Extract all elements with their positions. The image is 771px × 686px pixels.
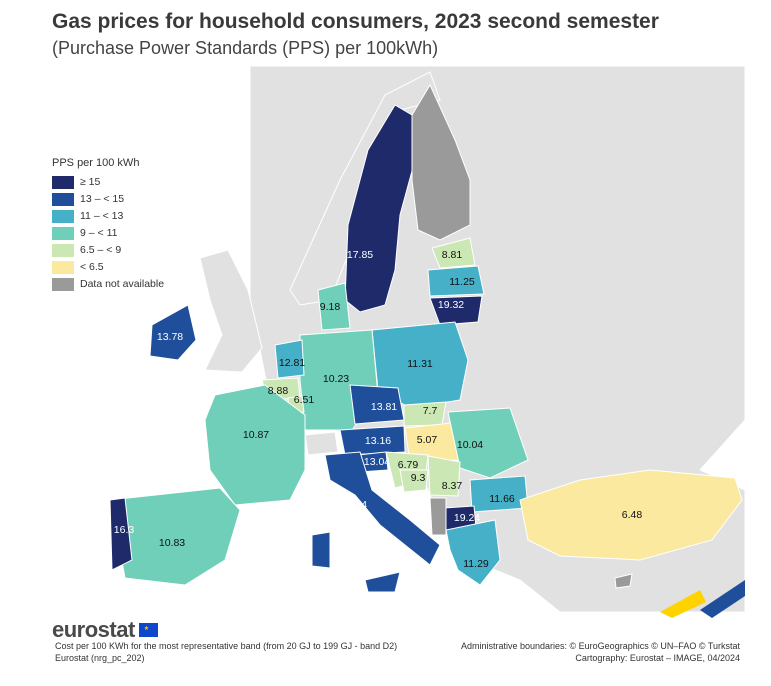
legend-swatch bbox=[52, 260, 74, 274]
map-value-label: 10.87 bbox=[243, 429, 269, 441]
map-value-label: 8.37 bbox=[442, 480, 463, 492]
page-subtitle: (Purchase Power Standards (PPS) per 100k… bbox=[52, 38, 439, 58]
legend-label: Data not available bbox=[80, 278, 165, 290]
logo-text: eurostat bbox=[52, 617, 135, 642]
map-value-label: 13.81 bbox=[371, 401, 397, 413]
map-value-label: 19.32 bbox=[438, 299, 464, 311]
legend-swatch bbox=[52, 226, 74, 240]
map-value-label: 11.25 bbox=[449, 276, 475, 288]
legend-label: ≥ 15 bbox=[80, 176, 101, 188]
map-value-label: 11.66 bbox=[489, 493, 515, 505]
region-switzerland bbox=[304, 431, 339, 456]
map-value-label: 9.18 bbox=[320, 301, 341, 313]
region-netherlands[interactable] bbox=[274, 339, 305, 379]
region-romania[interactable] bbox=[447, 407, 529, 479]
map-value-label: 6.79 bbox=[398, 459, 419, 471]
region-bosnia[interactable] bbox=[399, 469, 429, 493]
corner-mark-blue bbox=[700, 580, 745, 618]
region-portugal[interactable] bbox=[109, 497, 133, 571]
legend-swatch bbox=[52, 209, 74, 223]
region-sicily[interactable] bbox=[364, 571, 401, 593]
region-lithuania[interactable] bbox=[429, 295, 483, 326]
region-sardinia[interactable] bbox=[311, 531, 331, 569]
legend-swatch bbox=[52, 192, 74, 206]
legend-label: 11 – < 13 bbox=[80, 210, 124, 222]
region-estonia[interactable] bbox=[431, 237, 476, 269]
map-value-label: 8.81 bbox=[442, 249, 463, 261]
legend-item: Data not available bbox=[52, 276, 164, 292]
eurostat-corner-mark bbox=[660, 580, 745, 618]
legend-swatch bbox=[52, 243, 74, 257]
region-albania bbox=[429, 497, 447, 536]
footnote-boundaries: Administrative boundaries: © EuroGeograp… bbox=[460, 641, 740, 651]
legend-swatch bbox=[52, 277, 74, 291]
region-finland bbox=[411, 83, 471, 241]
region-serbia[interactable] bbox=[427, 455, 461, 497]
region-ireland[interactable] bbox=[149, 304, 197, 361]
region-turkey[interactable] bbox=[519, 469, 743, 561]
map-value-label: 8.88 bbox=[268, 385, 289, 397]
map-value-label: 10.23 bbox=[323, 373, 349, 385]
legend-swatch bbox=[52, 175, 74, 189]
legend-title: PPS per 100 kWh bbox=[52, 157, 140, 169]
legend-label: < 6.5 bbox=[80, 261, 104, 273]
legend-item: 13 – < 15 bbox=[52, 191, 164, 207]
footnote-band: Cost per 100 KWh for the most representa… bbox=[55, 641, 398, 651]
legend-item: < 6.5 bbox=[52, 259, 164, 275]
region-latvia[interactable] bbox=[427, 265, 485, 297]
page-title: Gas prices for household consumers, 2023… bbox=[52, 10, 659, 33]
map-value-label: 17.85 bbox=[347, 249, 373, 261]
legend-label: 9 – < 11 bbox=[80, 227, 118, 239]
region-greece[interactable] bbox=[445, 519, 501, 586]
map-value-label: 10.83 bbox=[159, 537, 185, 549]
legend-item: ≥ 15 bbox=[52, 174, 164, 190]
value-labels: 17.85 8.81 11.25 19.32 9.18 13.78 12.81 10.23 11… bbox=[114, 249, 643, 570]
map-value-label: 6.51 bbox=[294, 394, 315, 406]
map-value-label: 9.3 bbox=[411, 472, 426, 484]
eurostat-logo: eurostat ★ bbox=[52, 617, 158, 643]
region-denmark[interactable] bbox=[317, 282, 351, 331]
map-value-label: 10.04 bbox=[457, 439, 483, 451]
legend-label: 6.5 – < 9 bbox=[80, 244, 122, 256]
legend: PPS per 100 kWh ≥ 15 13 – < 15 11 – < 13… bbox=[52, 157, 164, 293]
map-value-label: 16.3 bbox=[114, 524, 135, 536]
region-austria[interactable] bbox=[339, 425, 406, 456]
map-value-label: 5.07 bbox=[417, 434, 438, 446]
map-value-label: 13.16 bbox=[365, 435, 391, 447]
footnote-source: Eurostat (nrg_pc_202) bbox=[55, 653, 145, 663]
map-value-label: 12.81 bbox=[279, 357, 305, 369]
map-value-label: 6.48 bbox=[622, 509, 643, 521]
map-value-label: 13.04 bbox=[364, 456, 390, 468]
footnote-cartography: Cartography: Eurostat – IMAGE, 04/2024 bbox=[575, 653, 740, 663]
legend-item: 11 – < 13 bbox=[52, 208, 164, 224]
corner-mark-yellow bbox=[660, 590, 706, 618]
map-value-label: 19.24 bbox=[454, 512, 480, 524]
map-value-label: 14.04 bbox=[341, 499, 367, 511]
eu-flag-icon: ★ bbox=[138, 623, 158, 637]
map-value-label: 7.7 bbox=[423, 405, 438, 417]
legend-item: 6.5 – < 9 bbox=[52, 242, 164, 258]
uk-land bbox=[199, 249, 263, 373]
region-cyprus bbox=[614, 573, 633, 589]
map-value-label: 11.31 bbox=[407, 358, 433, 370]
map-value-label: 11.29 bbox=[463, 558, 489, 570]
map-value-label: 13.78 bbox=[157, 331, 183, 343]
region-france[interactable] bbox=[204, 384, 306, 506]
region-italy[interactable] bbox=[324, 451, 441, 566]
legend-item: 9 – < 11 bbox=[52, 225, 164, 241]
legend-label: 13 – < 15 bbox=[80, 193, 125, 205]
